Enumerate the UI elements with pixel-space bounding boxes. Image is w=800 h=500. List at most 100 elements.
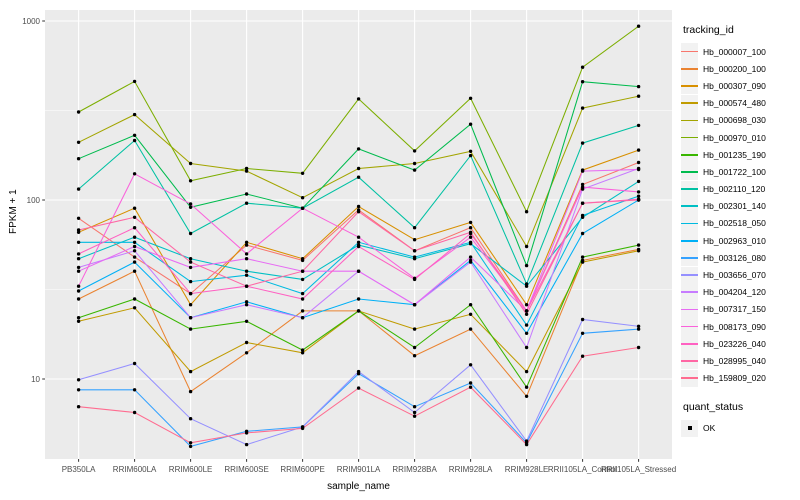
data-point <box>412 414 417 418</box>
data-point <box>244 273 249 277</box>
data-point <box>188 327 193 331</box>
legend-key <box>681 129 698 147</box>
x-tick-label: RRIM600SE <box>224 465 268 474</box>
data-point <box>244 252 249 256</box>
data-point <box>188 161 193 166</box>
data-point <box>356 147 361 151</box>
legend-line-swatch <box>681 377 698 380</box>
legend-entry: Hb_028995_040 <box>681 352 799 370</box>
data-point <box>132 215 137 219</box>
data-point <box>188 417 193 421</box>
data-point <box>132 388 137 392</box>
legend-key <box>681 197 698 215</box>
legend-panel: tracking_id Hb_000007_100 Hb_000200_100 Hb… <box>681 24 799 437</box>
data-point <box>356 166 361 171</box>
data-point <box>188 291 193 296</box>
data-point <box>132 297 137 301</box>
data-point <box>76 157 81 161</box>
legend-line-swatch <box>681 67 698 70</box>
data-point <box>76 405 81 409</box>
legend-key <box>681 419 698 437</box>
legend-entry: Hb_002301_140 <box>681 197 799 215</box>
data-point <box>188 260 193 264</box>
data-point <box>188 179 193 183</box>
legend-key <box>681 163 698 181</box>
data-point <box>580 185 585 189</box>
data-point <box>188 389 193 394</box>
data-point <box>636 94 641 98</box>
legend-line-swatch <box>681 50 698 53</box>
data-point <box>580 141 585 145</box>
data-point <box>76 228 81 232</box>
data-point <box>636 324 641 328</box>
data-point <box>244 192 249 196</box>
legend-line-swatch <box>681 274 698 276</box>
y-tick-label: 1000 <box>22 17 40 26</box>
data-point <box>468 122 473 126</box>
data-point <box>356 369 361 374</box>
legend-label: Hb_004204_120 <box>703 287 766 298</box>
data-point <box>188 205 193 209</box>
x-tick-label: RRII105LA_Stressed <box>601 465 676 474</box>
data-point <box>244 240 249 244</box>
data-point <box>76 140 81 144</box>
data-point <box>300 348 305 352</box>
data-point <box>188 279 193 284</box>
data-point <box>356 175 361 179</box>
data-point <box>636 123 641 128</box>
legend-label: Hb_007317_150 <box>703 304 766 315</box>
data-point <box>76 289 81 293</box>
legend-label: Hb_159809_020 <box>703 373 766 384</box>
data-point <box>356 210 361 214</box>
data-point <box>412 405 417 409</box>
data-point <box>580 255 585 259</box>
legend-line-swatch <box>681 342 698 345</box>
data-point <box>356 297 361 301</box>
data-point <box>76 319 81 323</box>
data-point <box>468 312 473 316</box>
data-point <box>524 210 529 214</box>
data-point <box>580 260 585 264</box>
data-point <box>412 410 417 415</box>
data-point <box>132 361 137 366</box>
data-point <box>524 345 529 350</box>
data-point <box>412 277 417 282</box>
data-point <box>244 431 249 435</box>
legend-entry: Hb_000007_100 <box>681 43 799 61</box>
data-point <box>524 303 529 307</box>
data-point <box>524 331 529 335</box>
data-point <box>412 149 417 153</box>
data-point <box>636 24 641 28</box>
y-tick-label: 100 <box>27 196 41 205</box>
legend-label: Hb_000200_100 <box>703 63 766 74</box>
data-point <box>356 235 361 239</box>
data-point <box>132 172 137 176</box>
legend-title-tracking-id: tracking_id <box>683 24 734 36</box>
data-point <box>636 190 641 194</box>
data-point <box>188 303 193 307</box>
data-point <box>132 410 137 415</box>
legend-line-swatch <box>681 85 698 87</box>
data-point <box>412 161 417 166</box>
x-tick-label: RRII105LA_Control <box>548 465 618 474</box>
data-point <box>580 231 585 236</box>
data-point <box>636 194 641 198</box>
data-point <box>524 369 529 374</box>
data-point <box>300 291 305 296</box>
legend-label: Hb_002963_010 <box>703 235 766 246</box>
legend-key <box>681 60 698 78</box>
data-point <box>468 255 473 259</box>
legend-entry: Hb_001235_190 <box>681 146 799 164</box>
legend-label: Hb_002518_050 <box>703 218 766 229</box>
data-point <box>76 187 81 191</box>
data-point <box>468 220 473 225</box>
data-point <box>412 238 417 242</box>
legend-key <box>681 335 698 353</box>
data-point <box>636 243 641 247</box>
legend-entry: Hb_000574_480 <box>681 94 799 112</box>
data-point <box>524 442 529 447</box>
data-point <box>636 198 641 202</box>
data-point <box>300 426 305 431</box>
data-point <box>188 231 193 236</box>
